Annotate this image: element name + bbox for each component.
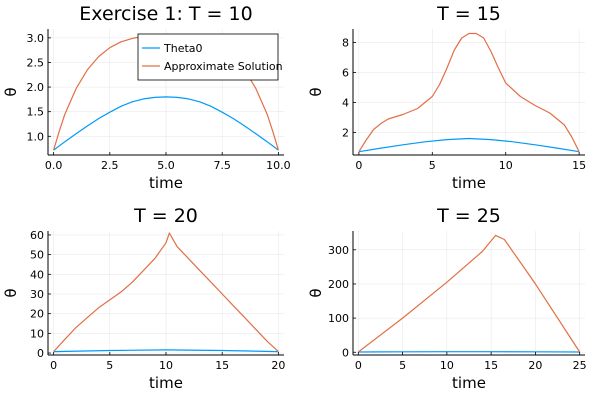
x-axis-label: time xyxy=(452,174,486,192)
x-tick-label: 2.5 xyxy=(101,159,119,172)
y-tick-label: 300 xyxy=(328,244,349,257)
x-tick-label: 5 xyxy=(106,359,113,372)
x-tick-label: 20 xyxy=(271,359,285,372)
x-tick-label: 10 xyxy=(440,359,454,372)
y-axis-label: θ xyxy=(2,288,20,297)
x-tick-label: 5.0 xyxy=(157,159,175,172)
x-tick-label: 15 xyxy=(572,159,586,172)
y-tick-label: 1.0 xyxy=(27,130,45,143)
y-tick-label: 20 xyxy=(30,308,44,321)
series-line xyxy=(357,234,581,353)
x-tick-label: 0 xyxy=(355,159,362,172)
x-axis-label: time xyxy=(149,374,183,392)
x-tick-label: 0 xyxy=(355,359,362,372)
x-tick-label: 15 xyxy=(215,359,229,372)
y-tick-label: 1.5 xyxy=(27,106,45,119)
series-line xyxy=(53,96,279,151)
x-tick-label: 10 xyxy=(499,159,513,172)
y-tick-label: 2 xyxy=(342,127,349,140)
y-tick-label: 4 xyxy=(342,97,349,110)
x-tick-label: 5 xyxy=(399,359,406,372)
series-line xyxy=(358,137,580,153)
chart-panel-3: 0 5 10 15 20 0 10 20 30 40 50 60 T = 20 time θ xyxy=(2,205,285,392)
x-tick-label: 10 xyxy=(159,359,173,372)
y-tick-label: 2.5 xyxy=(27,56,45,69)
x-tick-label: 0.0 xyxy=(45,159,63,172)
chart-title: T = 15 xyxy=(436,3,501,25)
chart-panel-2: 0 5 10 15 2 4 6 8 T = 15 time θ xyxy=(307,3,586,192)
y-tick-label: 3.0 xyxy=(27,32,45,45)
chart-panel-1: 0.0 2.5 5.0 7.5 10.0 1.0 1.5 2.0 2.5 3.0 Exercise … xyxy=(2,3,291,192)
x-tick-label: 15 xyxy=(484,359,498,372)
y-axis-label: θ xyxy=(2,87,20,96)
x-tick-label: 7.5 xyxy=(213,159,231,172)
y-tick-label: 10 xyxy=(30,327,44,340)
y-tick-label: 30 xyxy=(30,288,44,301)
y-tick-label: 100 xyxy=(328,312,349,325)
y-tick-label: 0 xyxy=(342,346,349,359)
legend-label: Theta0 xyxy=(163,42,203,55)
y-tick-label: 0 xyxy=(37,347,44,360)
x-axis-label: time xyxy=(149,174,183,192)
chart-title: T = 25 xyxy=(436,205,501,227)
chart-panel-4: 0 5 10 15 20 25 0 100 200 300 T = 25 time θ xyxy=(307,205,587,392)
legend-label: Approximate Solution xyxy=(164,60,283,73)
y-tick-label: 200 xyxy=(328,278,349,291)
series-line xyxy=(53,349,279,353)
y-tick-label: 8 xyxy=(342,37,349,50)
x-tick-label: 20 xyxy=(528,359,542,372)
x-tick-label: 0 xyxy=(50,359,57,372)
y-tick-label: 40 xyxy=(30,268,44,281)
y-axis-label: θ xyxy=(307,288,325,297)
series-line xyxy=(53,232,279,353)
y-axis-label: θ xyxy=(307,87,325,96)
legend: Theta0 Approximate Solution xyxy=(137,33,283,81)
series-line xyxy=(358,32,580,153)
x-tick-label: 10.0 xyxy=(266,159,291,172)
y-tick-label: 60 xyxy=(30,229,44,242)
x-axis-label: time xyxy=(452,374,486,392)
chart-title: T = 20 xyxy=(133,205,198,227)
x-tick-label: 5 xyxy=(429,159,436,172)
chart-title: Exercise 1: T = 10 xyxy=(79,3,252,25)
x-tick-label: 25 xyxy=(573,359,587,372)
y-tick-label: 2.0 xyxy=(27,81,45,94)
y-tick-label: 50 xyxy=(30,249,44,262)
legend-box xyxy=(137,33,279,81)
y-tick-label: 6 xyxy=(342,67,349,80)
